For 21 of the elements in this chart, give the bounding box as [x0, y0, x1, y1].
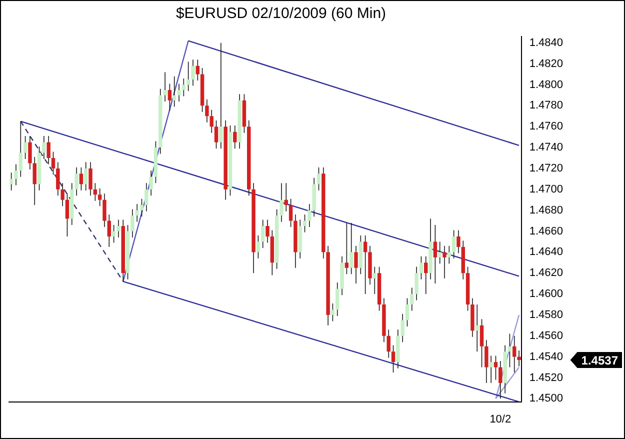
y-tick-label: 1.4800 [529, 78, 564, 91]
y-tick-label: 1.4640 [529, 246, 564, 258]
y-tick-label: 1.4560 [529, 330, 564, 342]
y-tick-label: 1.4600 [529, 288, 564, 300]
y-tick-label: 1.4740 [529, 142, 564, 154]
y-tick-label: 1.4660 [529, 225, 564, 238]
y-tick-label: 1.4780 [529, 100, 564, 112]
y-tick-label: 1.4620 [529, 267, 564, 280]
x-tick-label: 10/2 [490, 413, 512, 426]
chart-title: $EURUSD 02/10/2009 (60 Min) [174, 5, 388, 22]
y-tick-label: 1.4520 [529, 372, 564, 384]
y-tick-label: 1.4720 [529, 162, 564, 174]
y-tick-label: 1.4840 [529, 36, 564, 49]
y-tick-label: 1.4580 [529, 308, 564, 321]
y-tick-label: 1.4540 [529, 350, 564, 363]
y-tick-label: 1.4820 [529, 58, 564, 70]
y-tick-label: 1.4500 [529, 392, 564, 405]
y-tick-label: 1.4680 [529, 204, 564, 216]
text: 1.4537 [581, 353, 618, 368]
y-tick-label: 1.4760 [529, 120, 564, 133]
y-tick-label: 1.4700 [529, 183, 564, 196]
